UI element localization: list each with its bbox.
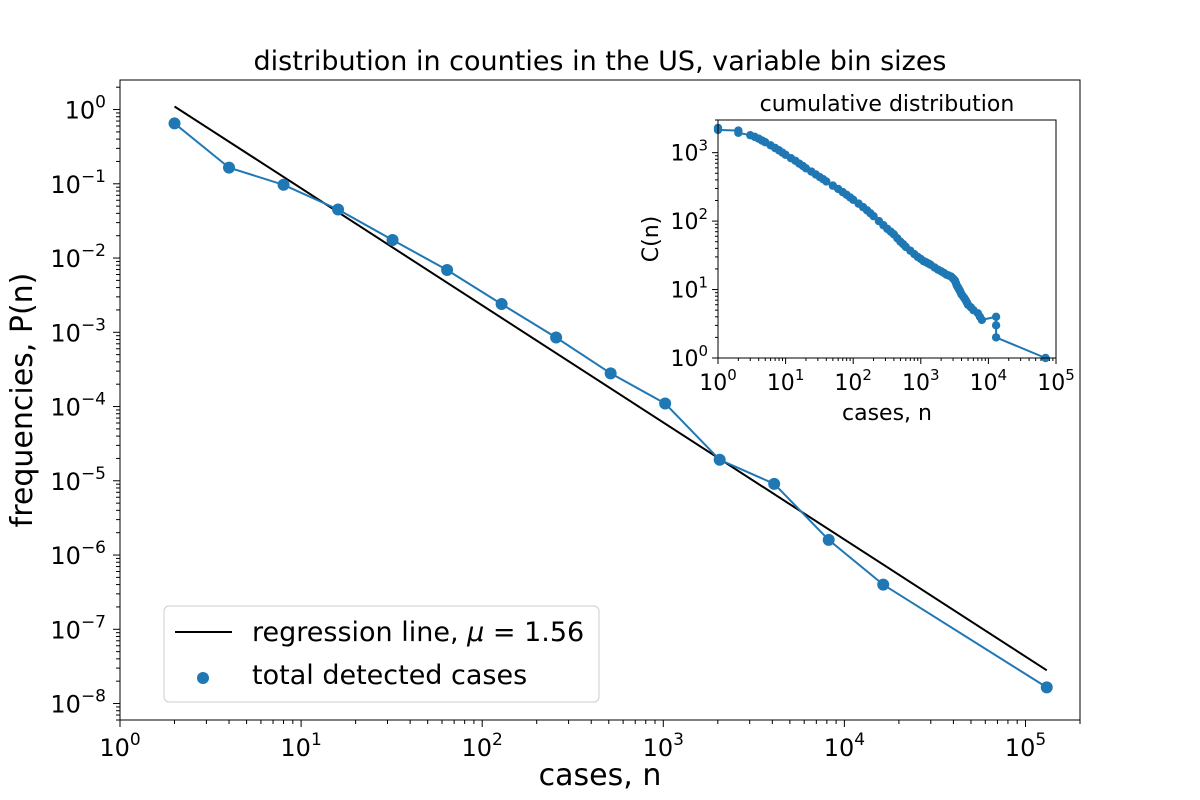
x-tick-label: 104 [824,730,865,762]
inset-x-tick-label: 105 [1037,366,1075,396]
data-point [386,233,399,246]
y-tick-label: 10−4 [50,390,106,422]
data-point [877,578,890,591]
inset-data-point [991,321,1001,330]
data-point [277,178,290,191]
x-tick-label: 102 [462,730,503,762]
y-tick-label: 10−2 [50,241,106,273]
x-tick-label: 101 [280,730,321,762]
y-tick-label: 10−7 [50,612,106,644]
inset-data-point [977,315,987,325]
x-tick-label: 103 [643,730,684,762]
inset-x-tick-label: 101 [767,366,805,396]
data-point [822,533,835,546]
inset-x-axis-label: cases, n [842,401,932,426]
data-point [495,298,508,311]
inset-y-axis-label: C(n) [639,216,664,262]
x-tick-label: 100 [99,730,140,762]
x-axis-label: cases, n [539,758,662,793]
y-axis-label: frequencies, P(n) [5,273,40,528]
inset-x-tick-label: 102 [834,366,872,396]
legend-points-label: total detected cases [252,660,527,691]
y-tick-label: 10−3 [50,315,106,347]
y-tick-label: 10−8 [50,687,106,719]
data-point [713,453,726,466]
data-point [223,161,236,174]
x-tick-label: 105 [1005,730,1046,762]
y-tick-label: 10−5 [50,464,106,496]
inset-y-tick-label: 103 [670,137,708,167]
inset-y-tick-label: 100 [670,342,708,372]
legend-regression-label: regression line, μ = 1.56 [252,617,584,648]
inset-data-point [869,211,878,221]
inset-title: cumulative distribution [760,92,1015,117]
legend: regression line, μ = 1.56 total detected … [163,605,600,703]
inset-series-group [713,123,1050,363]
legend-points-swatch [197,672,209,684]
plot-frame [119,79,1081,721]
inset-x-tick-label: 103 [902,366,940,396]
inset-frame [717,119,1057,359]
data-point [768,477,781,490]
data-point [332,203,345,216]
legend-box [163,605,600,703]
inset-background [718,120,1056,358]
inset-data-point [991,333,1001,342]
data-point [1040,681,1053,694]
data-point [168,117,181,130]
data-point [604,367,617,380]
inset-y-tick-label: 102 [670,205,708,235]
y-tick-label: 10−6 [50,538,106,570]
main-chart: distribution in counties in the US, vari… [5,46,1081,793]
inset-chart: cumulative distribution 100 101 102 103 104 10… [639,92,1075,426]
data-point [659,397,672,410]
data-point [441,264,454,277]
inset-x-tick-label: 104 [970,366,1008,396]
inset-data-point [822,177,831,186]
data-point [550,331,563,344]
inset-data-point [991,312,1001,321]
inset-data-point [734,128,743,138]
inset-y-tick-label: 101 [670,274,708,304]
y-tick-label: 10−1 [50,167,106,199]
inset-x-tick-label: 100 [699,366,737,396]
y-tick-label: 100 [65,93,106,125]
chart-title: distribution in counties in the US, vari… [254,46,947,77]
